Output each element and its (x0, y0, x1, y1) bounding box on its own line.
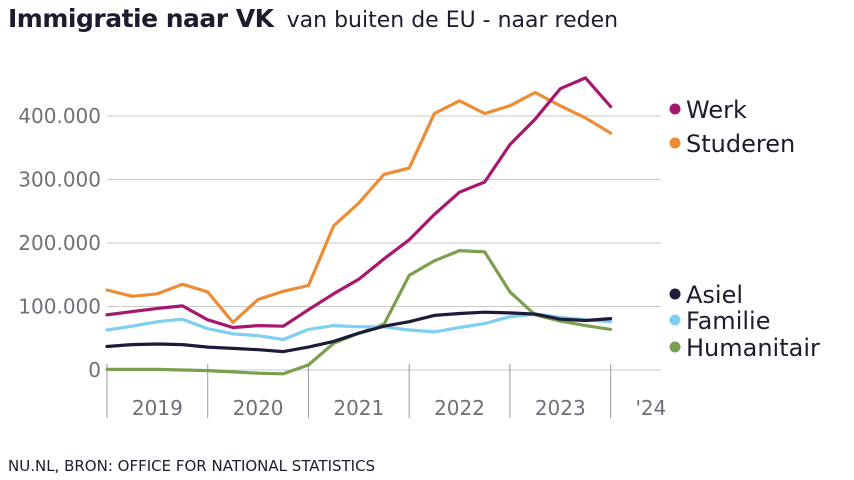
y-tick-label: 0 (88, 358, 101, 382)
x-tick-label: 2022 (434, 396, 485, 420)
x-tick-label: 2020 (233, 396, 284, 420)
series-line-humanitair (105, 249, 613, 376)
source-note: NU.NL, BRON: OFFICE FOR NATIONAL STATIST… (8, 457, 376, 475)
y-tick-label: 200.000 (18, 231, 101, 255)
series-line-familie (105, 312, 613, 342)
chart-title-bar: Immigratie naar VK van buiten de EU - na… (8, 4, 618, 33)
series-line-studeren (105, 90, 613, 324)
y-tick-label: 100.000 (18, 295, 101, 319)
legend-label-humanitair: Humanitair (686, 334, 820, 362)
x-tick-label: 2021 (333, 396, 384, 420)
legend-label-asiel: Asiel (686, 281, 743, 309)
legend-label-studeren: Studeren (686, 130, 795, 158)
chart-subtitle: van buiten de EU - naar reden (286, 8, 619, 33)
y-tick-label: 400.000 (18, 104, 101, 128)
line-chart: 0 100.000 200.000 300.000 400.000 2019 2020 202… (18, 76, 820, 420)
x-tick-label: 2019 (132, 396, 183, 420)
legend-marker-asiel (669, 288, 681, 300)
series-line-werk (105, 76, 613, 330)
chart-title: Immigratie naar VK (8, 4, 274, 33)
legend-label-familie: Familie (686, 307, 770, 335)
y-tick-label: 300.000 (18, 168, 101, 192)
x-tick-label: 2023 (535, 396, 586, 420)
series-line-asiel (105, 310, 613, 354)
legend-marker-familie (669, 314, 681, 326)
legend-marker-werk (669, 103, 681, 115)
legend-marker-studeren (669, 137, 681, 149)
x-tick-label: '24 (635, 396, 666, 420)
legend-label-werk: Werk (686, 96, 747, 124)
legend-marker-humanitair (669, 341, 681, 353)
